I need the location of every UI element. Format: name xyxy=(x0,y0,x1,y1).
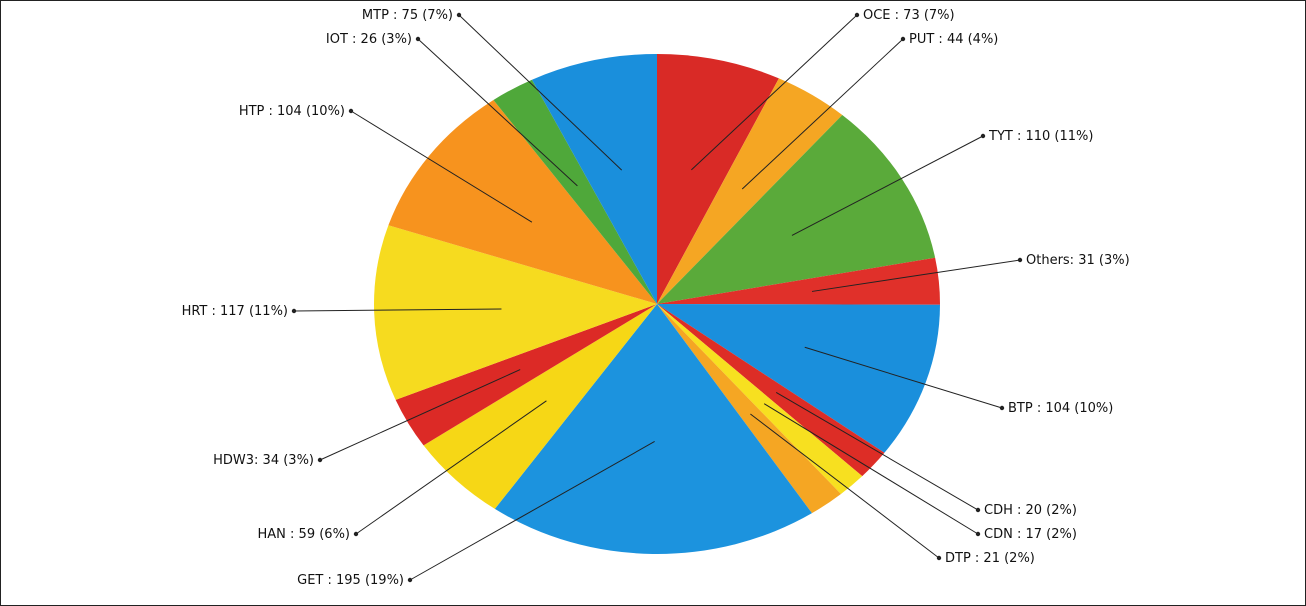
leader-arrow-others xyxy=(1018,258,1022,262)
pie-slices xyxy=(374,54,940,554)
slice-label-hdw3: HDW3: 34 (3%) xyxy=(213,453,314,468)
slice-label-cdn: CDN : 17 (2%) xyxy=(984,527,1077,542)
leader-arrow-hdw3 xyxy=(318,458,322,462)
leader-arrow-btp xyxy=(1000,406,1004,410)
slice-label-dtp: DTP : 21 (2%) xyxy=(945,551,1035,566)
slice-label-hrt: HRT : 117 (11%) xyxy=(182,304,288,319)
leader-arrow-put xyxy=(901,37,905,41)
slice-label-tyt: TYT : 110 (11%) xyxy=(988,129,1093,144)
leader-arrow-han xyxy=(354,532,358,536)
leader-arrow-dtp xyxy=(937,556,941,560)
slice-label-btp: BTP : 104 (10%) xyxy=(1008,401,1113,416)
slice-label-oce: OCE : 73 (7%) xyxy=(863,8,955,23)
leader-arrow-oce xyxy=(855,13,859,17)
slice-label-others: Others: 31 (3%) xyxy=(1026,253,1130,268)
slice-label-mtp: MTP : 75 (7%) xyxy=(362,8,453,23)
leader-arrow-mtp xyxy=(457,13,461,17)
leader-arrow-htp xyxy=(349,109,353,113)
leader-arrow-hrt xyxy=(292,309,296,313)
slice-label-han: HAN : 59 (6%) xyxy=(258,527,350,542)
slice-label-get: GET : 195 (19%) xyxy=(297,573,404,588)
leader-arrow-iot xyxy=(416,37,420,41)
leader-arrow-get xyxy=(408,578,412,582)
slice-label-put: PUT : 44 (4%) xyxy=(909,32,998,47)
leader-arrow-cdh xyxy=(976,508,980,512)
leader-arrow-cdn xyxy=(976,532,980,536)
slice-label-iot: IOT : 26 (3%) xyxy=(326,32,412,47)
leader-arrow-tyt xyxy=(981,134,985,138)
slice-label-htp: HTP : 104 (10%) xyxy=(239,104,345,119)
slice-label-cdh: CDH : 20 (2%) xyxy=(984,503,1077,518)
